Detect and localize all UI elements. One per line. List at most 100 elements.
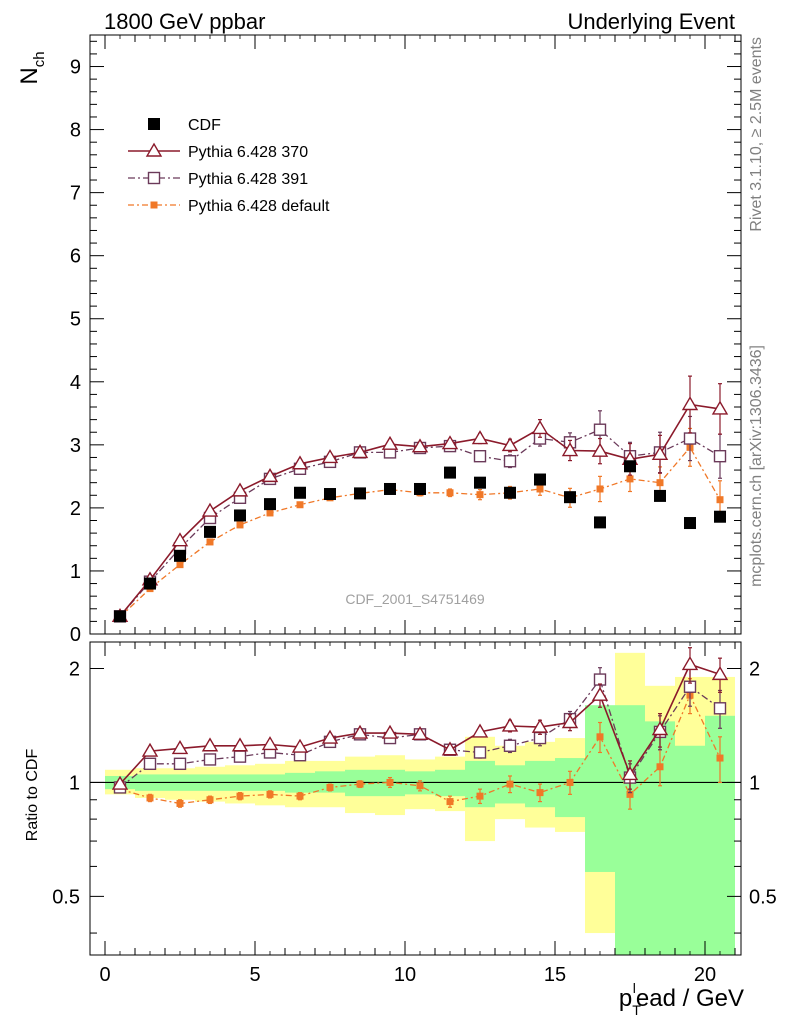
main-pdef-point [206,538,214,546]
ratio-p370-point [441,741,459,756]
ratio-pdef-point [386,778,394,786]
y-tick-label: 8 [70,120,81,142]
y-tick-label: 9 [70,57,81,79]
main-p370-point [261,467,279,483]
main-data-point [624,460,636,473]
ratio-pdef-point [236,792,244,800]
ratio-p370-point [681,656,699,671]
ratio-y-tick-label-right: 2 [749,659,760,681]
main-data-point [714,510,726,523]
main-pdef-point [266,509,274,517]
main-data-point [444,466,456,479]
main-p391-point [473,449,487,463]
main-data-point [534,473,546,486]
legend-marker-data [148,118,160,130]
y-tick-label: 6 [70,246,81,268]
main-p391-point [713,449,727,463]
main-p370-point [531,420,549,435]
ratio-p370-point [651,721,669,736]
ratio-plot-area [90,647,741,955]
ratio-pdef-point [596,733,604,741]
main-data-point [234,509,246,522]
main-data-point [564,491,576,504]
ratio-pdef-point [176,799,184,807]
main-p370-point [171,532,189,547]
ratio-p370-point [231,737,249,752]
main-p391-line [119,428,721,617]
main-p370-point [561,442,579,457]
ratio-pdef-point [146,794,154,802]
main-data-point [354,487,366,500]
ratio-p370-point [321,729,339,744]
ratio-y-tick-label: 1 [69,772,80,794]
ratio-p391-point [173,757,187,771]
legend-label-p391: Pythia 6.428 391 [188,171,308,188]
main-p370-point [711,400,729,415]
ratio-p370-point [621,766,639,781]
ratio-p370-point [471,723,489,738]
main-data-point [114,610,126,623]
ratio-p370-point [591,686,609,701]
ratio-y-tick-label: 2 [69,659,80,681]
ratio-p370-point [501,717,519,732]
main-data-point [654,489,666,502]
main-p370-point [651,445,669,460]
main-p370-point [201,502,219,517]
main-p370-point [351,444,369,459]
x-tick-label: 15 [544,964,566,986]
ratio-pdef-point [626,790,634,798]
main-data-point [264,498,276,511]
ratio-y-tick-label: 0.5 [52,886,80,908]
main-p370-point [321,449,339,464]
main-data-point [144,577,156,590]
main-ylabel-sub: ch [31,51,48,67]
ratio-pdef-point [446,798,454,806]
legend-label-p370: Pythia 6.428 370 [188,144,308,161]
ratio-pdef-point [416,782,424,790]
main-pdef-point [236,521,244,529]
ratio-pdef-point [296,792,304,800]
panel-frame [89,641,742,956]
main-pdef-point [446,489,454,497]
header-left: 1800 GeV ppbar [104,9,265,34]
ratio-pdef-point [566,778,574,786]
legend-marker-p391 [147,171,161,185]
main-p370-point [291,455,309,470]
ratio-p370-point [411,725,429,741]
y-tick-label: 0 [70,624,81,646]
header-right: Underlying Event [567,9,735,34]
legend-marker-p370 [145,142,163,157]
ratio-panel: 0 5 10 15 20 0.5 0.5 1 1 2 2 [52,641,777,986]
ratio-p391-line [119,678,721,788]
main-p391-point [593,423,607,436]
main-p370-point [681,396,699,411]
main-data-point [504,486,516,499]
main-data-point [384,482,396,495]
main-data-point [474,476,486,489]
ratio-p391-point [713,702,727,715]
ratio-p370-point [111,775,129,790]
main-p370-point [441,435,459,450]
xlabel-rest: ead / GeV [636,985,744,1012]
ratio-p391-point [503,739,517,752]
legend-marker-pdef [150,201,158,209]
ratio-pdef-point [536,789,544,797]
ratio-y-tick-label-right: 1 [749,772,760,794]
main-data-point [174,549,186,562]
main-p370-point [501,437,519,452]
main-data-point [294,486,306,499]
ratio-pdef-point [716,754,724,762]
main-ylabel-main: N [16,67,43,84]
main-p370-point [471,430,489,445]
main-pdef-point [176,561,184,569]
ratio-y-tick-label-right: 0.5 [749,886,777,908]
xlabel-main: p [619,985,632,1012]
x-tick-label: 5 [249,964,260,986]
ratio-pdef-point [266,790,274,798]
y-tick-label: 7 [70,183,81,205]
xlabel-sup: l [633,980,636,996]
ratio-p370-point [531,718,549,733]
main-p370-point [381,435,399,450]
main-p370-point [591,442,609,457]
main-p391-point [683,432,697,445]
